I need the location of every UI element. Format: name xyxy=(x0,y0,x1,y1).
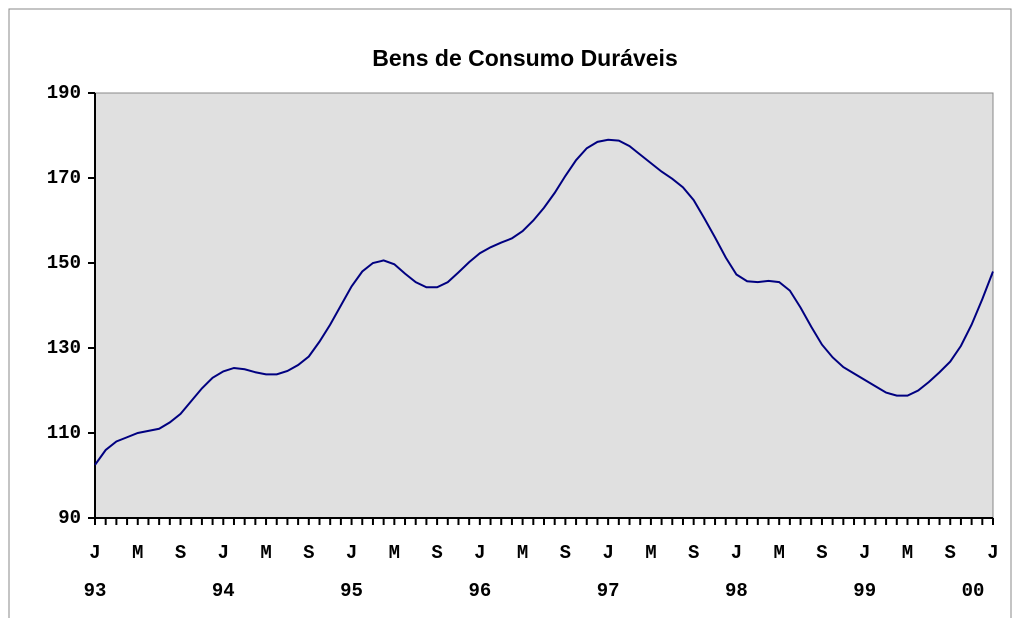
y-tick-label: 130 xyxy=(47,337,81,359)
x-tick-label: S xyxy=(303,542,314,564)
y-tick-label: 170 xyxy=(47,167,81,189)
x-tick-label: S xyxy=(945,542,956,564)
y-tick-label: 150 xyxy=(47,252,81,274)
x-year-label: 98 xyxy=(725,580,748,602)
chart-title: Bens de Consumo Duráveis xyxy=(372,45,677,71)
x-tick-label: M xyxy=(132,542,143,564)
x-tick-label: M xyxy=(260,542,271,564)
x-tick-label: J xyxy=(859,542,870,564)
x-year-label: 94 xyxy=(212,580,235,602)
data-line xyxy=(94,138,994,466)
x-tick-label: J xyxy=(89,542,100,564)
x-tick-label: S xyxy=(688,542,699,564)
x-year-label: 93 xyxy=(84,580,107,602)
x-tick-label: J xyxy=(987,542,998,564)
x-tick-label: M xyxy=(389,542,400,564)
x-tick-label: J xyxy=(218,542,229,564)
x-tick-label: S xyxy=(560,542,571,564)
x-tick-label: J xyxy=(602,542,613,564)
x-tick-label: M xyxy=(773,542,784,564)
x-tick-label: M xyxy=(902,542,913,564)
y-tick-label: 190 xyxy=(47,82,81,104)
x-year-label: 99 xyxy=(853,580,876,602)
x-tick-label: S xyxy=(816,542,827,564)
x-tick-label: M xyxy=(517,542,528,564)
x-year-label: 00 xyxy=(962,580,985,602)
y-tick-label: 90 xyxy=(58,507,81,529)
x-tick-label: M xyxy=(645,542,656,564)
x-year-label: 96 xyxy=(468,580,491,602)
plot-area xyxy=(94,92,994,519)
y-tick-label: 110 xyxy=(47,422,81,444)
x-year-label: 95 xyxy=(340,580,363,602)
x-tick-label: S xyxy=(175,542,186,564)
x-year-label: 97 xyxy=(597,580,620,602)
x-tick-label: J xyxy=(346,542,357,564)
x-tick-label: J xyxy=(474,542,485,564)
x-tick-label: S xyxy=(431,542,442,564)
x-tick-label: J xyxy=(731,542,742,564)
